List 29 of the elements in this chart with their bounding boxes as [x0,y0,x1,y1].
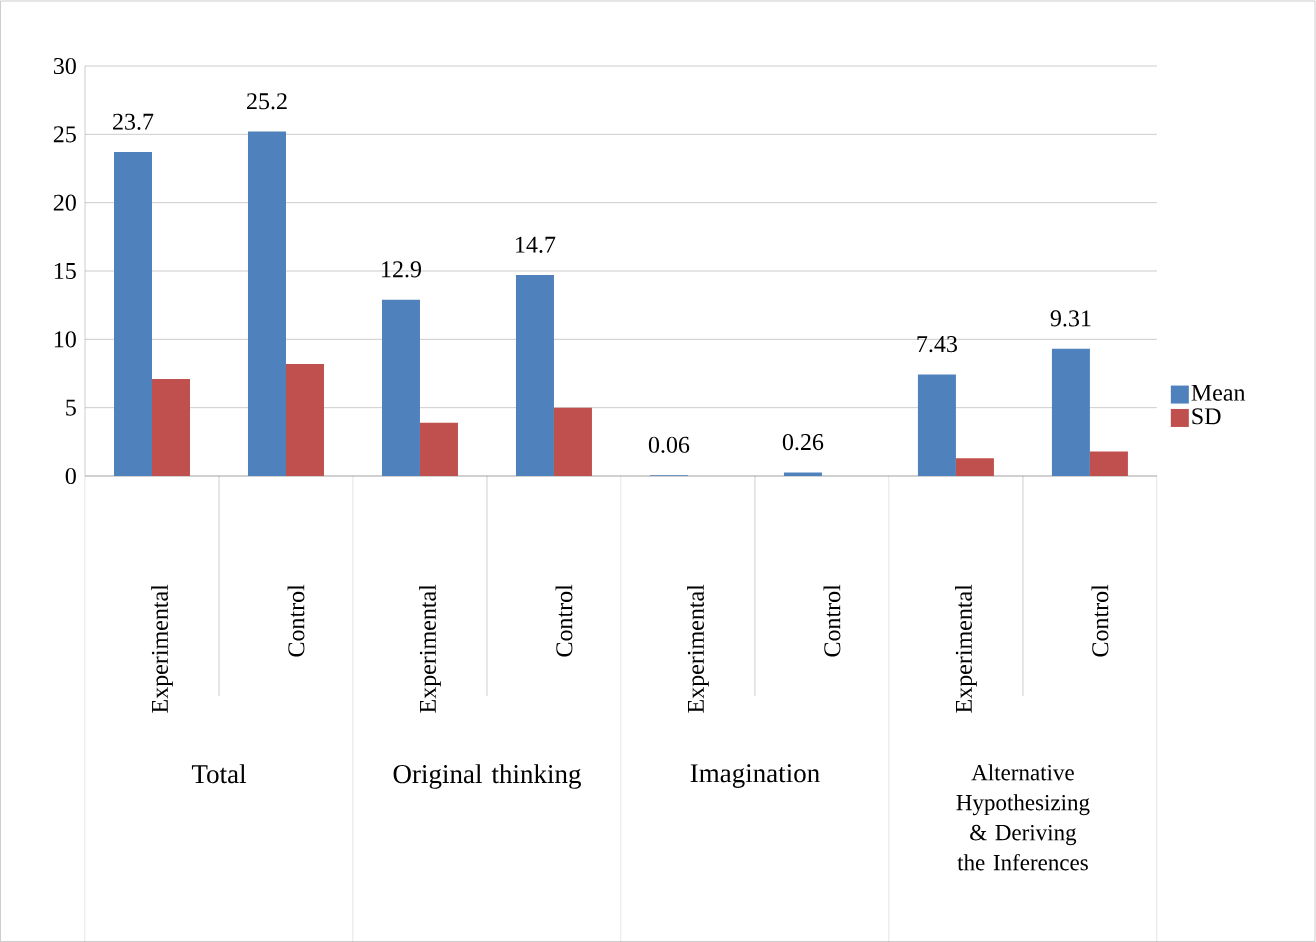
y-tick-label: 20 [53,194,76,211]
data-label: 0.26 [782,433,824,451]
x-tick-label: Control [823,584,841,657]
x-tick-label: Experimental [687,584,709,713]
data-label: 7.43 [917,336,957,353]
y-tick-label: 25 [53,126,76,143]
data-label: 0.06 [648,436,690,453]
y-tick-label: 15 [54,262,76,280]
text: Original thinking [393,764,581,789]
y-tick-label: 10 [54,331,76,348]
data-label: 23.7 [113,113,154,130]
x-tick-label: Experimental [151,584,173,713]
x-tick-label: Experimental [419,584,441,713]
data-label: 25.2 [247,93,287,110]
x-tick-label: Control [287,584,305,657]
text: Total [191,764,247,784]
text: Alternative Hypothesizing & Deriving the Inferences [956,764,1090,871]
data-label: 9.31 [1050,310,1091,327]
legend-label: SD [1192,408,1221,425]
data-label: 14.7 [516,236,556,253]
text: Imagination [690,764,820,788]
y-tick-label: 0 [65,467,76,485]
y-tick-label: 30 [53,57,76,75]
y-tick-label: 5 [66,399,76,416]
data-label: 12.9 [382,261,421,278]
x-tick-label: Experimental [955,584,977,713]
x-tick-label: Control [1091,584,1109,657]
legend-label: Mean [1191,384,1246,401]
x-tick-label: Control [555,584,573,657]
